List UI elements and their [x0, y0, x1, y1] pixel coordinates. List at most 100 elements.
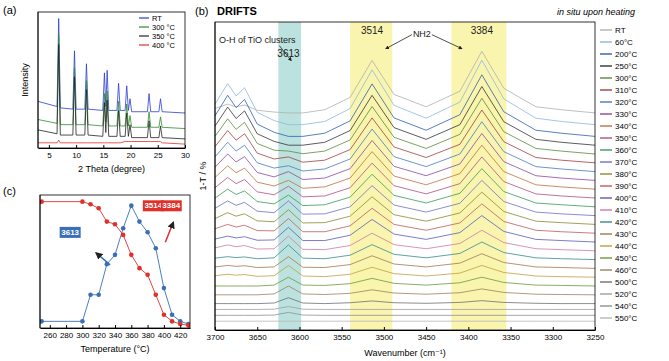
tick-label: 3400 [460, 333, 478, 342]
x-axis-title: Temperature (°C) [80, 344, 149, 354]
legend-swatch [600, 101, 612, 102]
annotation: 3384 [162, 201, 180, 210]
tick: 3300 [544, 327, 562, 342]
legend-label: 540°C [615, 302, 638, 311]
tick-mark [66, 325, 67, 328]
legend-label: 60°C [615, 38, 633, 47]
tick: 280 [60, 325, 74, 340]
band [278, 22, 301, 330]
series-line [215, 60, 595, 125]
point [96, 206, 101, 211]
legend-label: 350°C [615, 134, 638, 143]
legend-item: 550°C [600, 314, 638, 323]
tick-mark [115, 325, 116, 328]
legend-swatch [139, 35, 149, 36]
tick-label: 400 [158, 331, 172, 340]
point [145, 230, 150, 235]
plot-frame [40, 195, 190, 328]
tick: 3550 [333, 327, 351, 342]
legend-swatch [600, 161, 612, 162]
point [105, 219, 110, 224]
legend-label: 250°C [615, 62, 638, 71]
annotation: 3613 [61, 228, 79, 237]
series-line [215, 87, 595, 146]
tick: 300 [76, 325, 90, 340]
legend-label: 380°C [615, 170, 638, 179]
legend-label: 550°C [615, 314, 638, 323]
band [350, 22, 392, 330]
legend-item: 250°C [600, 62, 638, 71]
series-line [215, 145, 595, 189]
tick-mark [595, 327, 596, 330]
legend-item: RT [139, 14, 162, 23]
tick-mark [180, 325, 181, 328]
point [137, 219, 142, 224]
series-line [215, 312, 595, 315]
point [96, 292, 101, 297]
tick: 340 [109, 325, 123, 340]
legend-item: 400°C [600, 194, 638, 203]
legend-swatch [139, 26, 149, 27]
legend-label: 500°C [615, 278, 638, 287]
tick-label: 20 [127, 151, 136, 160]
series-line [215, 321, 595, 322]
legend-item: 200°C [600, 50, 638, 59]
series-line [215, 242, 595, 260]
tick-mark [164, 325, 165, 328]
legend-item: 310°C [600, 86, 638, 95]
legend-label: 460°C [615, 266, 638, 275]
legend-label: 300 °C [152, 23, 176, 32]
subtitle: in situ upon heating [557, 7, 635, 17]
panel-label: (b) [195, 5, 208, 17]
inset-box [143, 200, 164, 211]
legend-item: 300°C [600, 74, 638, 83]
tick-label: 280 [60, 331, 74, 340]
series-line [215, 110, 595, 163]
tick-mark [50, 325, 51, 328]
series-line [215, 230, 595, 251]
annotation: 3514 [361, 25, 384, 36]
tick: 3700 [207, 327, 225, 342]
legend-item: 360°C [600, 146, 638, 155]
series-line [215, 75, 595, 137]
annotations: O-H of TiO clusters36133514NH23384 [219, 25, 493, 61]
series-line [215, 307, 595, 310]
legend-swatch [600, 185, 612, 186]
panel-label: (a) [3, 4, 16, 16]
point [40, 199, 44, 204]
tick-label: 260 [44, 331, 58, 340]
series-line [38, 44, 185, 139]
tick: 3500 [375, 327, 393, 342]
legend-label: 400°C [615, 194, 638, 203]
series-line [215, 157, 595, 198]
y-axis-line [40, 195, 41, 328]
tick-mark [131, 325, 132, 328]
point [186, 323, 190, 328]
legend-label: 430°C [615, 230, 638, 239]
tick: 3650 [249, 327, 267, 342]
arrow [279, 46, 291, 61]
legend-item: 320°C [600, 98, 638, 107]
y-axis-line [215, 22, 216, 330]
legend: RT300 °C350 °C400 °C [139, 14, 176, 50]
legend-item: 60°C [600, 38, 633, 47]
tick: 380 [141, 325, 155, 340]
tick-mark [103, 145, 104, 148]
legend-label: 520°C [615, 290, 638, 299]
tick-label: 15 [99, 151, 108, 160]
tick-mark [384, 327, 385, 330]
legend-label: 300°C [615, 74, 638, 83]
arrow [96, 253, 110, 265]
tick-label: 3550 [333, 333, 351, 342]
tick-label: 320 [93, 331, 107, 340]
legend-label: 320°C [615, 98, 638, 107]
legend-item: 450°C [600, 254, 638, 263]
legend-item: 410°C [600, 206, 638, 215]
legend-item: 500°C [600, 278, 638, 287]
legend: RT60°C200°C250°C300°C310°C320°C330°C340°… [600, 26, 638, 323]
tick: 10 [72, 145, 81, 160]
legend-swatch [600, 125, 612, 126]
x-axis-title: 2 Theta (degree) [78, 164, 145, 174]
point [129, 203, 134, 208]
tick-label: 420 [174, 331, 188, 340]
